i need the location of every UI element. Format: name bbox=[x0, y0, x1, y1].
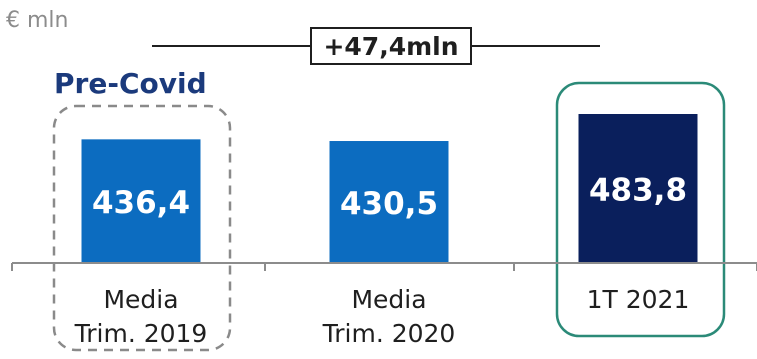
bar-value-label-1: 436,4 bbox=[92, 185, 190, 221]
bars-group: 436,4 430,5 483,8 bbox=[81, 114, 698, 263]
bar-3 bbox=[578, 114, 698, 263]
bar-value-label-2: 430,5 bbox=[340, 186, 438, 222]
category-label-2-line-2: Trim. 2020 bbox=[322, 319, 456, 348]
precovid-highlight-box bbox=[52, 104, 232, 352]
x-axis-labels: Media Trim. 2019 Media Trim. 2020 1T 2021 bbox=[74, 285, 690, 348]
bar-value-label-3: 483,8 bbox=[589, 173, 687, 209]
bar-1 bbox=[81, 139, 201, 263]
category-label-1-line-1: Media bbox=[103, 285, 178, 314]
category-label-3-line-1: 1T 2021 bbox=[587, 285, 690, 314]
unit-label: € mln bbox=[6, 8, 69, 33]
category-label-1-line-2: Trim. 2019 bbox=[74, 319, 208, 348]
category-label-2-line-1: Media bbox=[351, 285, 426, 314]
x-axis-ticks bbox=[11, 263, 757, 271]
delta-badge: +47,4mln bbox=[310, 27, 472, 65]
pre-covid-label: Pre-Covid bbox=[54, 67, 207, 100]
current-highlight-box bbox=[555, 81, 726, 338]
bar-2 bbox=[329, 141, 449, 263]
